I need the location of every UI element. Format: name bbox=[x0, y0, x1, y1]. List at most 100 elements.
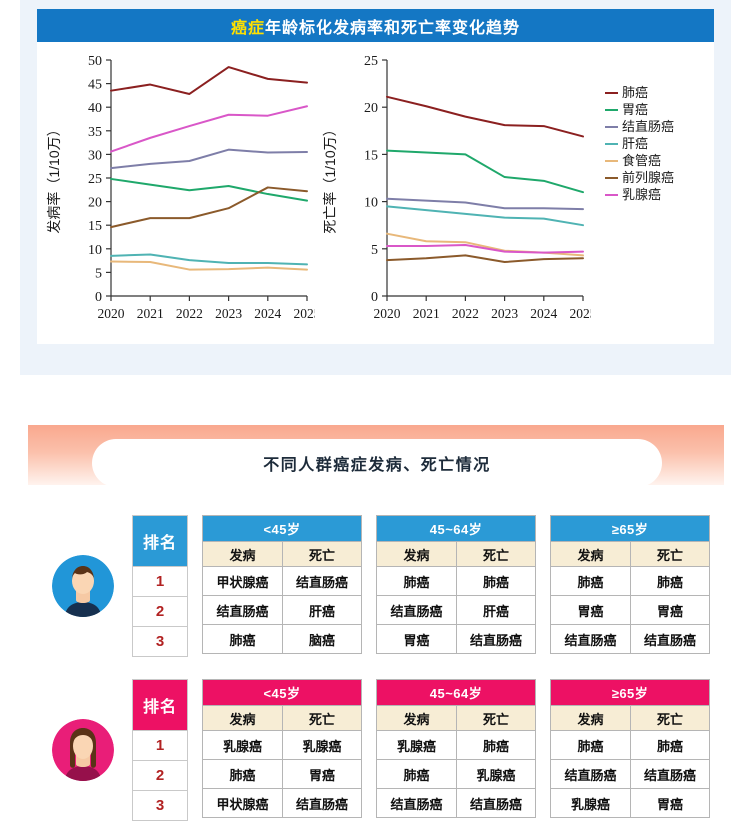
legend-item: 肺癌 bbox=[605, 86, 674, 99]
table-row: 结直肠癌 结直肠癌 bbox=[551, 759, 709, 788]
legend-swatch-icon bbox=[605, 142, 618, 145]
sub-header-row: 发病 死亡 bbox=[203, 705, 361, 730]
svg-text:2023: 2023 bbox=[215, 306, 242, 321]
table-row: 胃癌 结直肠癌 bbox=[377, 624, 535, 653]
table-cell: 肺癌 bbox=[551, 730, 630, 759]
svg-text:死亡率（1/10万）: 死亡率（1/10万） bbox=[322, 122, 338, 233]
legend-label: 结直肠癌 bbox=[622, 119, 675, 134]
table-cell: 甲状腺癌 bbox=[203, 788, 282, 817]
table-cell: 结直肠癌 bbox=[551, 624, 630, 653]
svg-text:20: 20 bbox=[364, 101, 378, 116]
table-cell: 肺癌 bbox=[456, 730, 535, 759]
table-row: 结直肠癌 肝癌 bbox=[203, 595, 361, 624]
age-group-table: ≥65岁 发病 死亡 肺癌 肺癌 结直肠癌 结直肠癌 乳腺癌 胃癌 bbox=[550, 679, 710, 818]
legend-item: 乳腺癌 bbox=[605, 188, 674, 201]
sub-header-row: 发病 死亡 bbox=[377, 541, 535, 566]
table-cell: 肺癌 bbox=[456, 566, 535, 595]
table-cell: 胃癌 bbox=[630, 788, 709, 817]
svg-text:50: 50 bbox=[88, 54, 102, 69]
legend-swatch-icon bbox=[605, 108, 618, 111]
sub-header-row: 发病 死亡 bbox=[203, 541, 361, 566]
table-row: 乳腺癌 肺癌 bbox=[377, 730, 535, 759]
age-group-table: 45~64岁 发病 死亡 乳腺癌 肺癌 肺癌 乳腺癌 结直肠癌 结直肠癌 bbox=[376, 679, 536, 818]
rank-column: 排名 1 2 3 bbox=[132, 679, 188, 821]
sub-header-row: 发病 死亡 bbox=[551, 705, 709, 730]
mortality-line-chart: 0 5 10 15 20 25 死亡率（1/10万） 2020 2021 2022 2023 2024… bbox=[319, 46, 597, 347]
svg-text:25: 25 bbox=[88, 172, 102, 187]
sub-header-cell: 死亡 bbox=[630, 541, 709, 566]
sub-header-cell: 发病 bbox=[551, 541, 630, 566]
banner-title: 不同人群癌症发病、死亡情况 bbox=[263, 457, 491, 474]
svg-text:45: 45 bbox=[88, 78, 102, 93]
table-cell: 肝癌 bbox=[282, 595, 361, 624]
ranking-table-female: 排名 1 2 3 <45岁 发病 死亡 乳腺癌 乳腺癌 肺癌 胃癌 甲状腺癌 结直肠癌 45~64岁 发病死… bbox=[132, 679, 710, 821]
table-cell: 肺癌 bbox=[377, 566, 456, 595]
sub-header-cell: 发病 bbox=[203, 705, 282, 730]
svg-text:2021: 2021 bbox=[413, 306, 440, 321]
table-row: 乳腺癌 乳腺癌 bbox=[203, 730, 361, 759]
table-row: 肺癌 乳腺癌 bbox=[377, 759, 535, 788]
table-cell: 乳腺癌 bbox=[203, 730, 282, 759]
charts-row: 0 5 10 15 20 25 30 35 40 45 50 发病率（1/10万） 2020 2021 20… bbox=[37, 42, 714, 342]
chart-card: 癌症 年龄标化发病率和死亡率变化趋势 0 5 10 15 20 25 30 35 40 45 50 发病… bbox=[37, 9, 714, 344]
legend-item: 胃癌 bbox=[605, 103, 674, 116]
table-cell: 结直肠癌 bbox=[377, 595, 456, 624]
table-cell: 肺癌 bbox=[551, 566, 630, 595]
table-cell: 结直肠癌 bbox=[456, 788, 535, 817]
age-group-table: <45岁 发病 死亡 乳腺癌 乳腺癌 肺癌 胃癌 甲状腺癌 结直肠癌 bbox=[202, 679, 362, 818]
table-cell: 胃癌 bbox=[630, 595, 709, 624]
section-banner: 不同人群癌症发病、死亡情况 bbox=[28, 425, 724, 487]
table-cell: 乳腺癌 bbox=[551, 788, 630, 817]
svg-text:0: 0 bbox=[371, 290, 378, 305]
table-row: 结直肠癌 结直肠癌 bbox=[377, 788, 535, 817]
sub-header-cell: 死亡 bbox=[282, 541, 361, 566]
rank-cell: 1 bbox=[133, 730, 187, 760]
age-group-table: ≥65岁 发病 死亡 肺癌 肺癌 胃癌 胃癌 结直肠癌 结直肠癌 bbox=[550, 515, 710, 654]
age-group-header: ≥65岁 bbox=[551, 680, 709, 705]
svg-text:20: 20 bbox=[88, 196, 102, 211]
legend-label: 食管癌 bbox=[622, 153, 662, 168]
svg-text:10: 10 bbox=[364, 196, 378, 211]
legend-label: 肝癌 bbox=[622, 136, 649, 151]
table-cell: 结直肠癌 bbox=[630, 759, 709, 788]
svg-text:2022: 2022 bbox=[176, 306, 203, 321]
table-row: 肺癌 脑癌 bbox=[203, 624, 361, 653]
chart-section: 癌症 年龄标化发病率和死亡率变化趋势 0 5 10 15 20 25 30 35 40 45 50 发病… bbox=[20, 0, 731, 375]
svg-text:30: 30 bbox=[88, 148, 102, 163]
table-row: 结直肠癌 肝癌 bbox=[377, 595, 535, 624]
svg-text:10: 10 bbox=[88, 243, 102, 258]
age-group-header: <45岁 bbox=[203, 680, 361, 705]
table-row: 肺癌 胃癌 bbox=[203, 759, 361, 788]
age-group-header: ≥65岁 bbox=[551, 516, 709, 541]
sub-header-cell: 死亡 bbox=[630, 705, 709, 730]
sub-header-cell: 死亡 bbox=[282, 705, 361, 730]
sub-header-cell: 死亡 bbox=[456, 705, 535, 730]
table-cell: 胃癌 bbox=[282, 759, 361, 788]
chart-legend: 肺癌胃癌结直肠癌肝癌食管癌前列腺癌乳腺癌 bbox=[605, 86, 674, 201]
table-cell: 胃癌 bbox=[551, 595, 630, 624]
table-row: 甲状腺癌 结直肠癌 bbox=[203, 788, 361, 817]
chart-title-highlight: 癌症 bbox=[230, 19, 265, 37]
legend-item: 前列腺癌 bbox=[605, 171, 674, 184]
svg-text:2022: 2022 bbox=[452, 306, 479, 321]
svg-text:2021: 2021 bbox=[137, 306, 164, 321]
svg-text:5: 5 bbox=[371, 243, 378, 258]
legend-label: 乳腺癌 bbox=[622, 187, 662, 202]
svg-text:15: 15 bbox=[364, 148, 378, 163]
table-cell: 肝癌 bbox=[456, 595, 535, 624]
table-cell: 结直肠癌 bbox=[282, 566, 361, 595]
table-cell: 肺癌 bbox=[377, 759, 456, 788]
legend-swatch-icon bbox=[605, 91, 618, 94]
sub-header-row: 发病 死亡 bbox=[377, 705, 535, 730]
sub-header-cell: 发病 bbox=[551, 705, 630, 730]
table-cell: 乳腺癌 bbox=[282, 730, 361, 759]
male-avatar-icon bbox=[52, 555, 114, 617]
svg-text:2023: 2023 bbox=[491, 306, 518, 321]
female-avatar-icon bbox=[52, 719, 114, 781]
table-cell: 肺癌 bbox=[630, 566, 709, 595]
rank-cell: 2 bbox=[133, 760, 187, 790]
svg-text:5: 5 bbox=[95, 266, 102, 281]
table-cell: 结直肠癌 bbox=[282, 788, 361, 817]
table-cell: 结直肠癌 bbox=[456, 624, 535, 653]
